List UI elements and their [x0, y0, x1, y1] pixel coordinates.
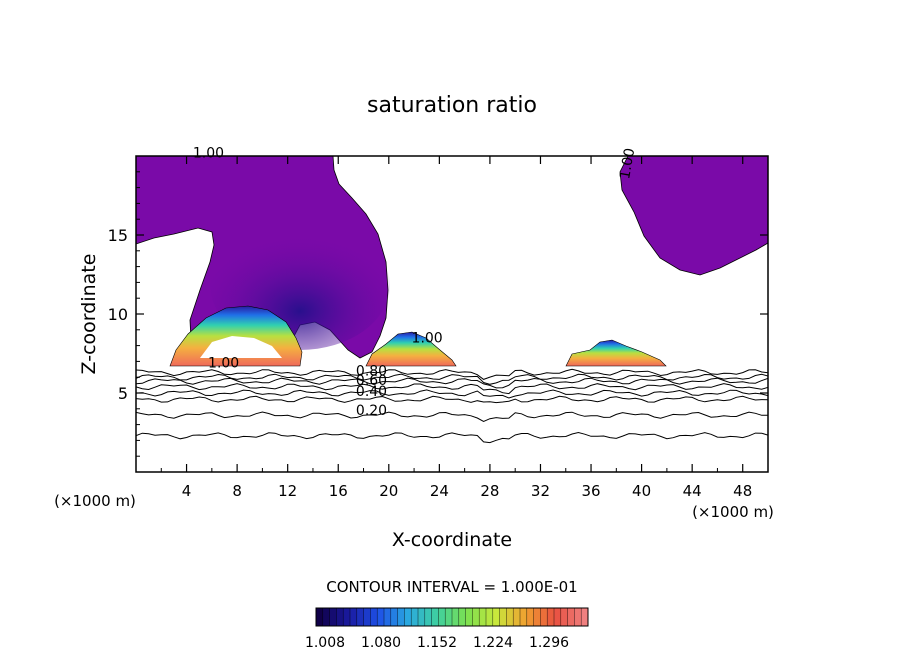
colorbar-cell — [547, 608, 555, 626]
colorbar-tick-label: 1.296 — [529, 635, 569, 651]
colorbar-cell — [390, 608, 399, 626]
x-axis-ticks: 4 8 12 16 20 24 28 32 36 40 44 48 — [160, 156, 752, 500]
x-axis-label: X-coordinate — [392, 529, 512, 551]
colorbar-frame — [315, 607, 589, 627]
colorbar-cell — [424, 608, 433, 626]
contour-line-0.4 — [136, 395, 768, 404]
contour-line-0.9 — [136, 368, 768, 380]
contour-label: 0.60 — [356, 373, 387, 389]
contour-label: 1.00 — [412, 330, 443, 346]
y-axis-ticks: 5 10 15 — [108, 171, 768, 457]
contour-line-0.5 — [136, 389, 768, 399]
chart-title: saturation ratio — [367, 93, 537, 118]
colorbar-cell — [411, 608, 419, 626]
colorbar — [315, 607, 589, 627]
contour-interval-text: CONTOUR INTERVAL = 1.000E-01 — [326, 578, 577, 596]
colorbar-cell — [560, 608, 569, 626]
x-unit-right: (×1000 m) — [692, 503, 774, 521]
x-tick-label: 12 — [278, 482, 297, 500]
contour-label: 0.40 — [356, 384, 387, 400]
colorbar-cell — [452, 608, 460, 626]
x-tick-label: 24 — [430, 482, 449, 500]
colorbar-cell — [384, 608, 392, 626]
contour-label: 1.00 — [617, 147, 638, 180]
contour-line-0.3 — [136, 411, 768, 422]
contour-line-0.6 — [136, 383, 768, 395]
x-tick-label: 4 — [182, 482, 192, 500]
colorbar-tick-label: 1.224 — [473, 635, 513, 651]
contour-line-0.8 — [136, 373, 768, 385]
colorbar-cell — [499, 608, 507, 626]
contour-label: 1.00 — [208, 356, 239, 372]
x-tick-label: 16 — [329, 482, 348, 500]
cloud-1-core — [200, 336, 282, 358]
colorbar-cell — [404, 608, 412, 626]
cloud-3-region — [565, 339, 667, 367]
colorbar-cell — [377, 608, 385, 626]
colorbar-cell — [418, 608, 426, 626]
x-tick-label: 44 — [683, 482, 702, 500]
colorbar-cell — [472, 608, 480, 626]
colorbar-cell — [397, 608, 405, 626]
contour-line-0.2 — [136, 431, 768, 444]
line-contours — [136, 368, 768, 444]
colorbar-cell — [363, 608, 371, 626]
colorbar-cell — [431, 608, 439, 626]
colorbar-cell — [356, 608, 365, 626]
x-tick-label: 40 — [632, 482, 651, 500]
upper-right-anvil-region — [619, 156, 768, 276]
colorbar-cell — [486, 608, 494, 626]
colorbar-tick-labels: 1.008 1.080 1.152 1.224 1.296 — [305, 635, 569, 651]
colorbar-cell — [370, 608, 378, 626]
colorbar-cell — [445, 608, 453, 626]
plot-area — [136, 156, 768, 444]
cloud-2-region — [365, 331, 457, 367]
colorbar-cell — [465, 608, 473, 626]
colorbar-tick-label: 1.080 — [361, 635, 401, 651]
colorbar-cell — [492, 608, 501, 626]
x-tick-label: 20 — [379, 482, 398, 500]
colorbar-cell — [479, 608, 487, 626]
colorbar-cell — [567, 608, 575, 626]
colorbar-cell — [520, 608, 528, 626]
colorbar-cell — [458, 608, 467, 626]
colorbar-tick-label: 1.152 — [417, 635, 457, 651]
colorbar-cell — [343, 608, 351, 626]
y-tick-label: 5 — [118, 384, 128, 403]
colorbar-cell — [581, 608, 589, 626]
colorbar-cell — [513, 608, 521, 626]
colorbar-cell — [350, 608, 358, 626]
colorbar-cell — [322, 608, 331, 626]
contour-label: 0.80 — [356, 364, 387, 380]
contour-label: 0.20 — [356, 403, 387, 419]
colorbar-tick-label: 1.008 — [305, 635, 345, 651]
contour-labels: 1.00 1.00 1.00 1.00 0.800.600.40 0.20 — [193, 146, 638, 420]
y-tick-label: 10 — [108, 305, 128, 324]
x-tick-label: 28 — [480, 482, 499, 500]
colorbar-cell — [574, 608, 582, 626]
contour-label: 1.00 — [193, 146, 224, 162]
colorbar-cell — [329, 608, 337, 626]
y-tick-label: 15 — [108, 226, 128, 245]
colorbar-cell — [438, 608, 446, 626]
colorbar-cell — [526, 608, 535, 626]
colorbar-cell — [316, 608, 324, 626]
colorbar-cell — [540, 608, 548, 626]
colorbar-cell — [533, 608, 541, 626]
colorbar-cell — [506, 608, 514, 626]
x-tick-label: 36 — [581, 482, 600, 500]
colorbar-cell — [554, 608, 562, 626]
y-axis-label: Z-coordinate — [78, 254, 100, 375]
x-tick-label: 48 — [733, 482, 752, 500]
colorbar-cell — [336, 608, 344, 626]
x-tick-label: 32 — [531, 482, 550, 500]
contour-line-0.7 — [136, 377, 768, 389]
x-tick-label: 8 — [232, 482, 242, 500]
x-unit-left: (×1000 m) — [54, 492, 136, 510]
